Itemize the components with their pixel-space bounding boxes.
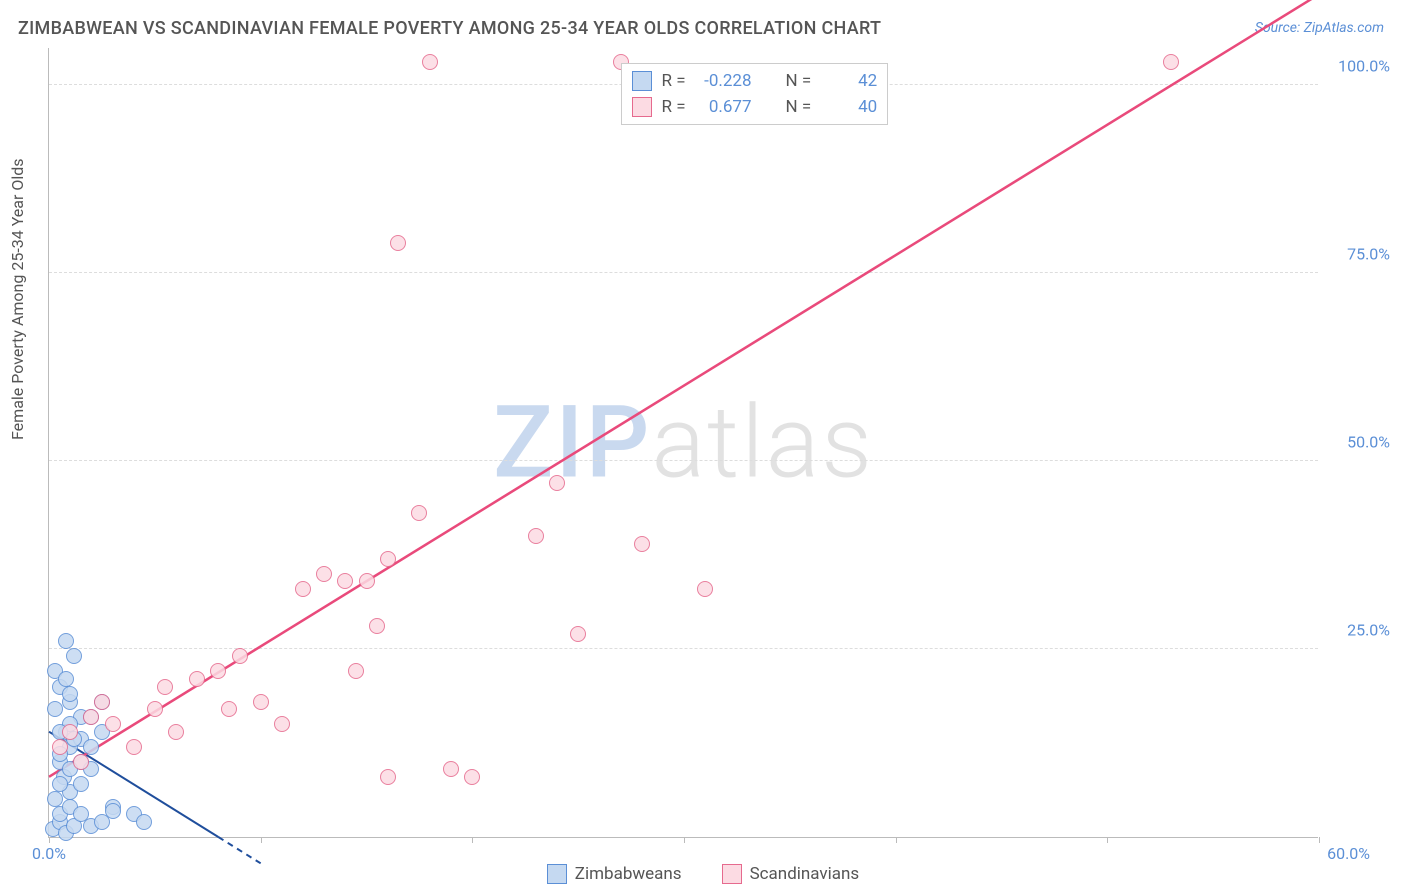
stats-box: R = -0.228 N = 42 R = 0.677 N = 40 — [621, 63, 889, 125]
data-point — [52, 776, 68, 792]
stats-n-label: N = — [786, 71, 812, 91]
legend: Zimbabweans Scandinavians — [0, 864, 1406, 884]
data-point — [210, 663, 226, 679]
x-tick — [49, 837, 50, 843]
data-point — [634, 536, 650, 552]
stats-r-label: R = — [662, 71, 686, 91]
chart-title: ZIMBABWEAN VS SCANDINAVIAN FEMALE POVERT… — [18, 18, 881, 39]
watermark-zip: ZIP — [493, 384, 651, 501]
trend-lines — [49, 47, 1319, 837]
data-point — [369, 618, 385, 634]
data-point — [83, 739, 99, 755]
legend-swatch — [547, 864, 567, 884]
data-point — [73, 754, 89, 770]
y-tick-label: 50.0% — [1347, 432, 1390, 451]
data-point — [66, 648, 82, 664]
data-point — [62, 686, 78, 702]
data-point — [168, 724, 184, 740]
data-point — [253, 694, 269, 710]
data-point — [274, 716, 290, 732]
x-tick — [1107, 837, 1108, 843]
data-point — [697, 581, 713, 597]
data-point — [189, 671, 205, 687]
watermark-atlas: atlas — [651, 384, 874, 501]
data-point — [105, 716, 121, 732]
stats-row: R = -0.228 N = 42 — [632, 68, 878, 94]
stats-row: R = 0.677 N = 40 — [632, 94, 878, 120]
data-point — [157, 679, 173, 695]
data-point — [549, 475, 565, 491]
stats-n-label: N = — [786, 97, 812, 117]
data-point — [464, 769, 480, 785]
x-tick — [1319, 837, 1320, 843]
data-point — [58, 633, 74, 649]
stats-swatch — [632, 71, 652, 91]
data-point — [348, 663, 364, 679]
data-point — [390, 235, 406, 251]
data-point — [295, 581, 311, 597]
data-point — [232, 648, 248, 664]
x-tick-label: 60.0% — [1327, 844, 1370, 863]
gridline — [49, 460, 1318, 461]
data-point — [136, 814, 152, 830]
data-point — [126, 739, 142, 755]
data-point — [221, 701, 237, 717]
data-point — [52, 739, 68, 755]
data-point — [147, 701, 163, 717]
data-point — [316, 566, 332, 582]
x-tick — [261, 837, 262, 843]
stats-n-value: 42 — [821, 71, 877, 91]
data-point — [62, 724, 78, 740]
data-point — [359, 573, 375, 589]
x-tick — [896, 837, 897, 843]
data-point — [422, 54, 438, 70]
legend-label: Scandinavians — [750, 864, 860, 884]
legend-item: Zimbabweans — [547, 864, 682, 884]
data-point — [443, 761, 459, 777]
y-axis-label: Female Poverty Among 25-34 Year Olds — [8, 158, 27, 440]
data-point — [411, 505, 427, 521]
data-point — [58, 671, 74, 687]
data-point — [94, 694, 110, 710]
data-point — [528, 528, 544, 544]
data-point — [1163, 54, 1179, 70]
stats-r-value: -0.228 — [696, 71, 752, 91]
legend-swatch — [722, 864, 742, 884]
plot-area: ZIPatlas 25.0%50.0%75.0%100.0%0.0%60.0%R… — [48, 48, 1318, 838]
data-point — [47, 791, 63, 807]
data-point — [105, 803, 121, 819]
legend-label: Zimbabweans — [575, 864, 682, 884]
x-tick-label: 0.0% — [32, 844, 66, 863]
data-point — [47, 701, 63, 717]
y-tick-label: 25.0% — [1347, 620, 1390, 639]
stats-r-value: 0.677 — [696, 97, 752, 117]
stats-n-value: 40 — [821, 97, 877, 117]
y-tick-label: 100.0% — [1338, 56, 1390, 75]
data-point — [337, 573, 353, 589]
legend-item: Scandinavians — [722, 864, 860, 884]
data-point — [380, 551, 396, 567]
x-tick — [684, 837, 685, 843]
stats-r-label: R = — [662, 97, 686, 117]
data-point — [570, 626, 586, 642]
gridline — [49, 272, 1318, 273]
stats-swatch — [632, 97, 652, 117]
x-tick — [472, 837, 473, 843]
source-link[interactable]: Source: ZipAtlas.com — [1255, 20, 1384, 36]
y-tick-label: 75.0% — [1347, 244, 1390, 263]
data-point — [83, 709, 99, 725]
data-point — [380, 769, 396, 785]
data-point — [73, 776, 89, 792]
